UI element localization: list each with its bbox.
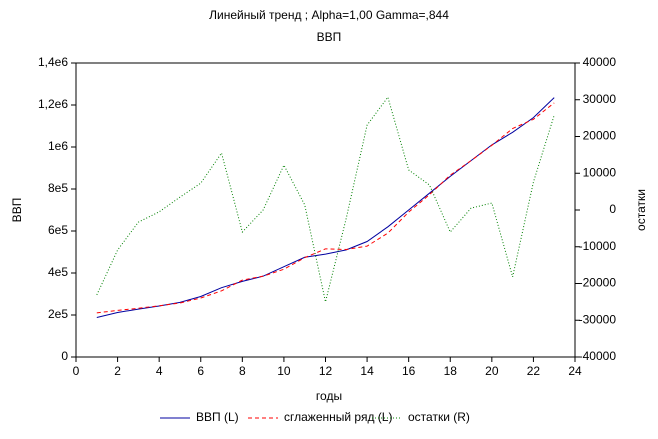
y-axis-label: ВВП (10, 198, 24, 223)
y2-tick-label: 0 (609, 202, 616, 216)
y2-tick-label: 20000 (583, 129, 617, 143)
y2-tick-label: 40000 (583, 55, 617, 69)
x-tick-label: 6 (197, 364, 204, 378)
x-tick-label: 18 (444, 364, 458, 378)
plot-frame (75, 62, 576, 358)
y-tick-label: 8e5 (48, 181, 68, 195)
series-line (96, 102, 555, 314)
x-tick-label: 24 (568, 364, 582, 378)
y-tick-label: 2e5 (48, 307, 68, 321)
y-tick-label: 1e6 (48, 139, 68, 153)
y2-tick-label: 30000 (583, 92, 617, 106)
y2-tick-label: 10000 (583, 165, 617, 179)
series-line (96, 96, 555, 302)
x-tick-label: 2 (114, 364, 121, 378)
y2-tick-label: -10000 (579, 239, 617, 253)
y-tick-label: 1,2e6 (38, 97, 68, 111)
y2-tick-label: -20000 (579, 276, 617, 290)
x-tick-label: 4 (156, 364, 163, 378)
chart-subtitle: ВВП (317, 30, 342, 44)
y2-tick-label: -40000 (579, 349, 617, 363)
legend-label: остатки (R) (408, 410, 470, 424)
x-tick-label: 16 (402, 364, 416, 378)
y2-axis-label: остатки (634, 189, 648, 231)
y-tick-label: 6e5 (48, 223, 68, 237)
x-tick-label: 10 (277, 364, 291, 378)
x-axis-label: годы (316, 389, 342, 403)
x-tick-label: 12 (319, 364, 333, 378)
y-tick-label: 4e5 (48, 265, 68, 279)
x-tick-label: 22 (527, 364, 541, 378)
y2-tick-label: -30000 (579, 312, 617, 326)
legend-label: сглаженный ряд (L) (284, 410, 392, 424)
x-tick-label: 8 (239, 364, 246, 378)
x-tick-label: 20 (485, 364, 499, 378)
y-tick-label: 0 (61, 349, 68, 363)
chart-title: Линейный тренд ; Alpha=1,00 Gamma=,844 (209, 8, 449, 22)
y-tick-label: 1,4e6 (38, 55, 68, 69)
x-tick-label: 14 (360, 364, 374, 378)
x-tick-label: 0 (73, 364, 80, 378)
legend-label: ВВП (L) (196, 410, 239, 424)
series-line (96, 97, 555, 319)
